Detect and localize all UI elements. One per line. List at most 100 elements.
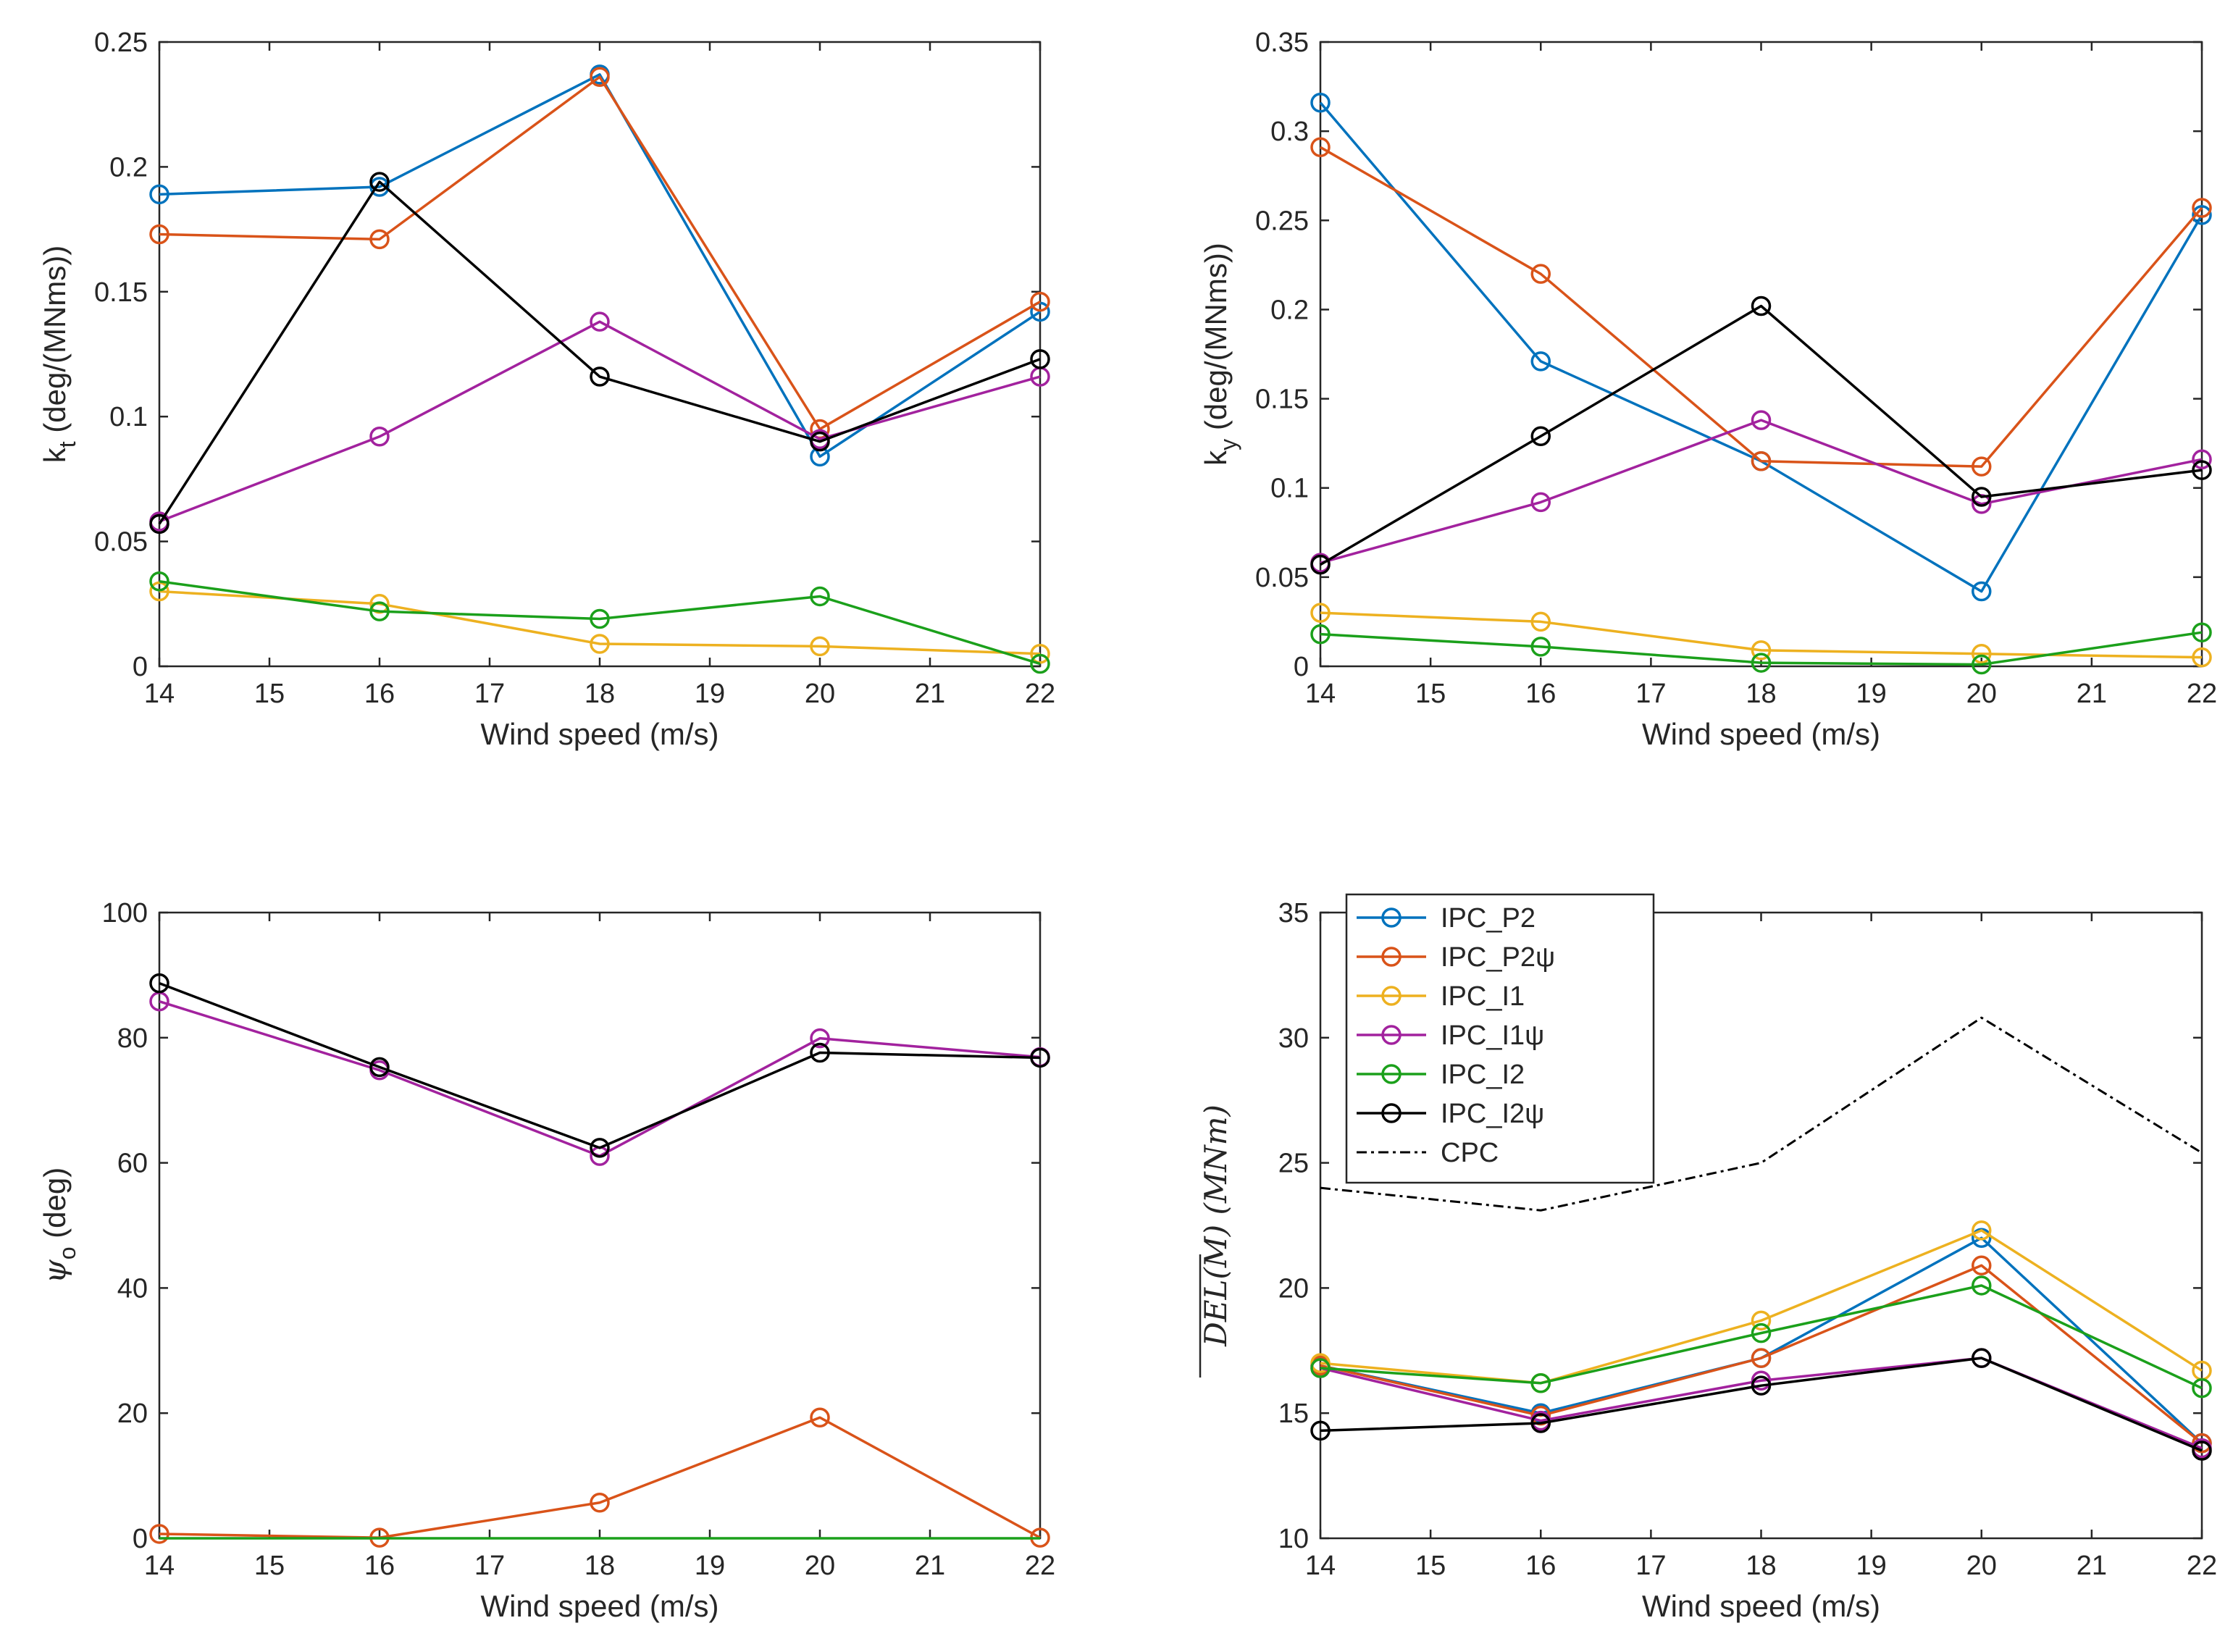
data-point-IPC_P2 [1310,92,1331,113]
data-point-IPC_P2 [1972,581,1992,602]
series-line-IPC_I2 [1320,1284,2203,1390]
x-tick-label: 16 [364,1551,395,1581]
data-point-IPC_I2 [2192,622,2212,642]
legend-label-IPC_I2: IPC_I2 [1441,1060,1525,1090]
x-tick-label: 22 [1025,679,1055,709]
x-tick-label: 19 [695,1551,725,1581]
data-point-IPC_P2psi [2192,1433,2212,1454]
x-tick-label: 15 [254,1551,285,1581]
data-point-IPC_I1psi [1751,1370,1772,1391]
data-point-IPC_I2psi [1751,1375,1772,1396]
legend-marker-IPC_I2psi [1381,1103,1402,1123]
x-tick-label: 14 [144,679,175,709]
data-point-IPC_I1psi [369,427,390,447]
series-line-IPC_I2psi [158,180,1041,525]
series-line-IPC_I1 [1320,1229,2203,1385]
x-tick-label: 17 [1635,1551,1666,1581]
x-tick-label: 21 [915,1551,945,1581]
y-axis-label: kt (deg/(MNms)) [38,246,80,464]
psi-chart-panel: 14 15 16 17 18 19 20 21 22 0 20 40 60 80 100 Wind speed… [37,898,1055,1623]
data-point-IPC_P2psi [149,224,169,245]
data-point-IPC_I2 [1530,637,1551,657]
series-line-IPC_I2 [1320,631,2203,666]
x-tick-label: 20 [805,1551,835,1581]
data-point-IPC_P2psi [1030,291,1050,312]
data-point-IPC_I2 [369,601,390,621]
series-line-IPC_I2psi [1320,1357,2203,1452]
data-point-IPC_P2psi [1751,451,1772,471]
data-point-IPC_P2psi [369,229,390,250]
y-axis-label-sub: o [54,1246,80,1259]
data-point-IPC_I2psi [1751,295,1772,316]
y-tick-label: 0.25 [1255,206,1309,236]
x-tick-label: 15 [1415,679,1446,709]
series-line-IPC_I2 [159,580,1041,666]
data-point-IPC_P2psi [1972,1255,1992,1276]
y-tick-label: 10 [1278,1524,1309,1554]
legend-marker-IPC_I1 [1381,986,1402,1006]
data-point-IPC_P2psi [149,1524,169,1544]
y-tick-label: 30 [1278,1023,1309,1054]
x-tick-label: 21 [915,679,945,709]
x-tick-label: 15 [254,679,285,709]
data-point-IPC_I1 [1751,640,1772,661]
legend-label-IPC_P2: IPC_P2 [1441,903,1536,934]
data-point-IPC_P2psi [810,1407,830,1427]
y-tick-label: 0.1 [1270,474,1309,504]
y-tick-label: 0 [1294,652,1309,682]
data-point-IPC_I2psi [1310,1420,1331,1441]
series-line-IPC_I2psi [1320,304,2203,566]
data-point-IPC_I2psi [369,1057,390,1078]
data-point-IPC_I2 [590,608,610,629]
y-axis-label-main: ψ [37,1259,72,1283]
y-tick-label: 25 [1278,1149,1309,1179]
data-point-IPC_I1psi [1530,492,1551,513]
kt-chart-panel: 14 15 16 17 18 19 20 21 22 0 0.05 0.1 0.15 0.2 0.25 Win… [38,28,1055,751]
y-tick-label: 20 [1278,1273,1309,1304]
x-tick-label: 21 [2077,1551,2107,1581]
x-tick-label: 14 [1305,1551,1336,1581]
series-line-CPC [1320,1016,2203,1212]
y-tick-label: 80 [117,1023,148,1054]
data-point-IPC_I2 [1530,1372,1551,1393]
x-tick-label: 18 [585,679,615,709]
series-line-IPC_I2psi [159,981,1041,1149]
legend-label-IPC_I1: IPC_I1 [1441,981,1525,1012]
y-tick-label: 0.15 [94,277,148,308]
data-point-IPC_I2 [1972,1275,1992,1296]
data-point-IPC_I2 [1972,654,1992,675]
x-tick-label: 18 [1746,1551,1776,1581]
legend-marker-IPC_I1psi [1381,1025,1402,1045]
legend: IPC_P2 IPC_P2ψ IPC_I1 IPC_I1ψ IPC_I2 IPC_I2ψ C… [1345,893,1655,1184]
data-point-IPC_I1 [1310,1353,1331,1373]
series-line-IPC_P2psi [159,75,1041,431]
data-point-IPC_P2psi [1310,137,1331,158]
data-point-IPC_P2 [1530,351,1551,372]
series-line-IPC_P2psi [1320,146,2203,468]
series-line-IPC_I1 [159,590,1041,655]
y-axis-label-unit: (deg) [38,1167,72,1247]
data-point-IPC_P2 [2192,205,2212,225]
y-tick-label: 0 [133,1524,148,1554]
y-tick-label: 20 [117,1399,148,1429]
y-axis-label-sub: t [54,441,80,448]
x-tick-label: 20 [1966,1551,1997,1581]
data-point-IPC_I2psi [590,366,610,387]
data-point-IPC_I2 [1310,624,1331,645]
data-point-IPC_I2psi [810,431,830,452]
x-tick-label: 21 [2077,679,2107,709]
data-point-IPC_P2psi [1530,264,1551,284]
x-tick-label: 17 [474,679,505,709]
y-axis-label-unit: (deg/(MNms)) [38,246,72,442]
y-axis-label-unit: (deg/(MNms)) [1199,243,1233,439]
data-point-IPC_I2psi [1530,426,1551,447]
x-axis-label: Wind speed (m/s) [1642,717,1880,751]
y-tick-label: 0.25 [94,28,148,58]
data-point-IPC_I1 [810,636,830,657]
x-tick-label: 17 [1635,679,1666,709]
x-tick-label: 17 [474,1551,505,1581]
y-tick-label: 0.2 [1270,295,1309,325]
series-line-IPC_I1psi [159,320,1041,523]
legend-box [1345,893,1655,1184]
y-tick-label: 0.05 [94,527,148,558]
